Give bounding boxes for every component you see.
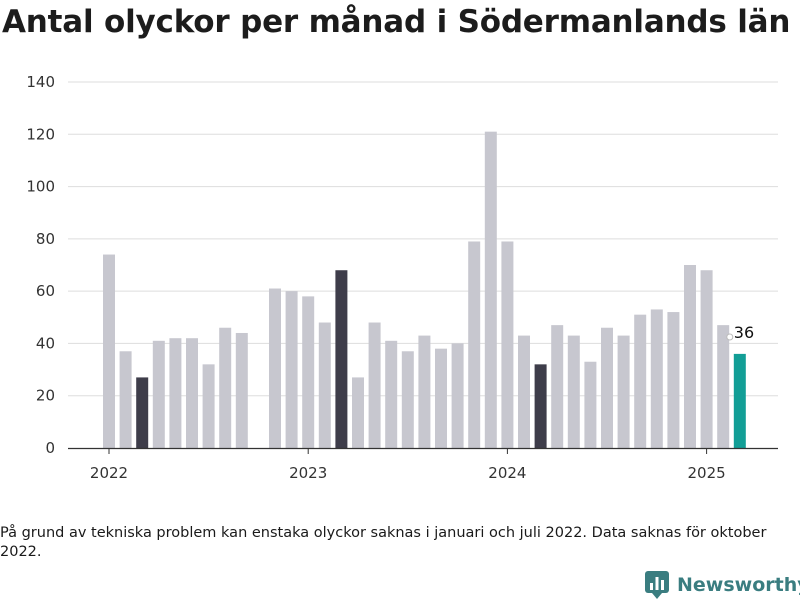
- bar: [335, 270, 348, 448]
- bar: [733, 353, 746, 448]
- chart-title: Antal olyckor per månad i Södermanlands …: [2, 4, 791, 40]
- bar: [501, 241, 514, 448]
- latest-value-label: 36: [734, 323, 754, 342]
- bar: [352, 377, 364, 448]
- bar: [551, 325, 564, 448]
- bar: [667, 312, 680, 448]
- bar: [451, 343, 464, 448]
- bar: [700, 270, 713, 448]
- y-tick-label: 40: [36, 334, 55, 352]
- bar: [186, 338, 198, 448]
- bar: [302, 296, 315, 448]
- bar: [368, 322, 381, 448]
- bar: [468, 241, 481, 448]
- bar: [567, 335, 580, 448]
- bar: [385, 340, 398, 448]
- bar-chart: 0 20 40 60 80 100 120 140 2022 2023 2024 2025 36: [26, 73, 778, 482]
- y-tick-label: 20: [36, 387, 55, 405]
- bar: [136, 377, 149, 448]
- x-tick-label: 2022: [90, 464, 128, 482]
- bar: [103, 254, 115, 448]
- bar: [534, 364, 547, 448]
- bar: [202, 364, 215, 448]
- x-tick-label: 2025: [688, 464, 726, 482]
- bar: [484, 131, 497, 448]
- latest-marker: [726, 333, 734, 341]
- bar: [518, 335, 530, 448]
- bars: [103, 131, 746, 448]
- bar: [684, 265, 696, 448]
- bar: [617, 335, 630, 448]
- axes: [68, 447, 778, 454]
- y-tick-label: 0: [45, 439, 55, 457]
- labels: 0 20 40 60 80 100 120 140 2022 2023 2024 2025 36: [26, 73, 754, 482]
- bar: [584, 361, 597, 448]
- bar: [285, 291, 298, 448]
- bar: [418, 335, 431, 448]
- y-tick-label: 60: [36, 282, 55, 300]
- bar: [717, 325, 730, 448]
- bar: [119, 351, 132, 448]
- x-tick-label: 2024: [488, 464, 526, 482]
- bar: [318, 322, 331, 448]
- bar: [269, 288, 281, 448]
- bar: [650, 309, 663, 448]
- bar: [601, 327, 613, 448]
- bar: [152, 340, 165, 448]
- brand-logo: Newsworthy: [645, 570, 800, 600]
- bar: [634, 314, 647, 448]
- bar: [401, 351, 414, 448]
- y-tick-label: 140: [26, 73, 55, 91]
- brand-name: Newsworthy: [677, 574, 800, 596]
- y-tick-label: 100: [26, 178, 55, 196]
- bar: [169, 338, 182, 448]
- footnote: På grund av tekniska problem kan enstaka…: [0, 525, 767, 560]
- x-tick-label: 2023: [289, 464, 327, 482]
- y-tick-label: 80: [36, 230, 55, 248]
- y-tick-label: 120: [26, 125, 55, 143]
- bar: [235, 332, 248, 448]
- bar: [219, 327, 232, 448]
- bar: [435, 348, 447, 448]
- newsworthy-bar-chart-icon: [645, 571, 669, 599]
